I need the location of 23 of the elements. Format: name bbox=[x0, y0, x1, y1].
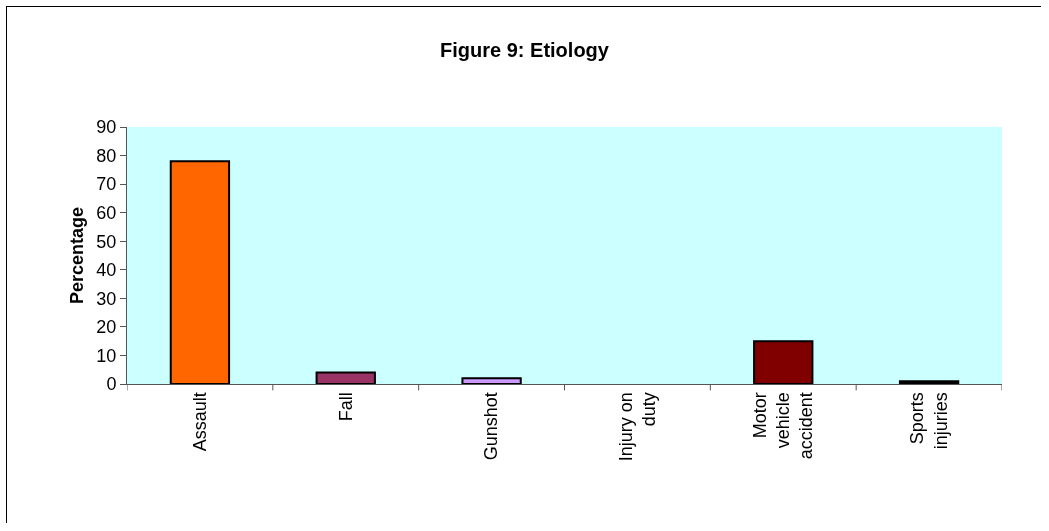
y-tick-label: 30 bbox=[96, 288, 117, 309]
x-tick-label: Fall bbox=[335, 392, 356, 422]
y-tick-label: 80 bbox=[96, 145, 117, 166]
bar bbox=[315, 371, 376, 384]
y-tick-label: 60 bbox=[96, 202, 117, 223]
x-tick-label: Gunshot bbox=[481, 392, 502, 461]
y-tick-label: 40 bbox=[96, 260, 117, 281]
y-tick-label: 50 bbox=[96, 231, 117, 252]
bar bbox=[898, 380, 960, 384]
bar bbox=[461, 377, 522, 384]
bar bbox=[169, 160, 231, 384]
x-tick-label: Assault bbox=[189, 392, 210, 452]
x-tick-label: Motor vehicle accident bbox=[749, 392, 817, 460]
bar bbox=[753, 340, 814, 384]
y-tick-label: 20 bbox=[96, 317, 117, 338]
y-tick-label: 70 bbox=[96, 174, 117, 195]
y-tick-label: 0 bbox=[106, 374, 117, 395]
y-tick-label: 90 bbox=[96, 117, 117, 138]
x-tick-label: Injury on duty bbox=[615, 392, 659, 462]
chart-title: Figure 9: Etiology bbox=[440, 39, 610, 62]
x-tick-label: Sports injuries bbox=[907, 392, 951, 450]
y-tick-label: 10 bbox=[96, 345, 117, 366]
y-axis-title: Percentage bbox=[66, 206, 87, 305]
